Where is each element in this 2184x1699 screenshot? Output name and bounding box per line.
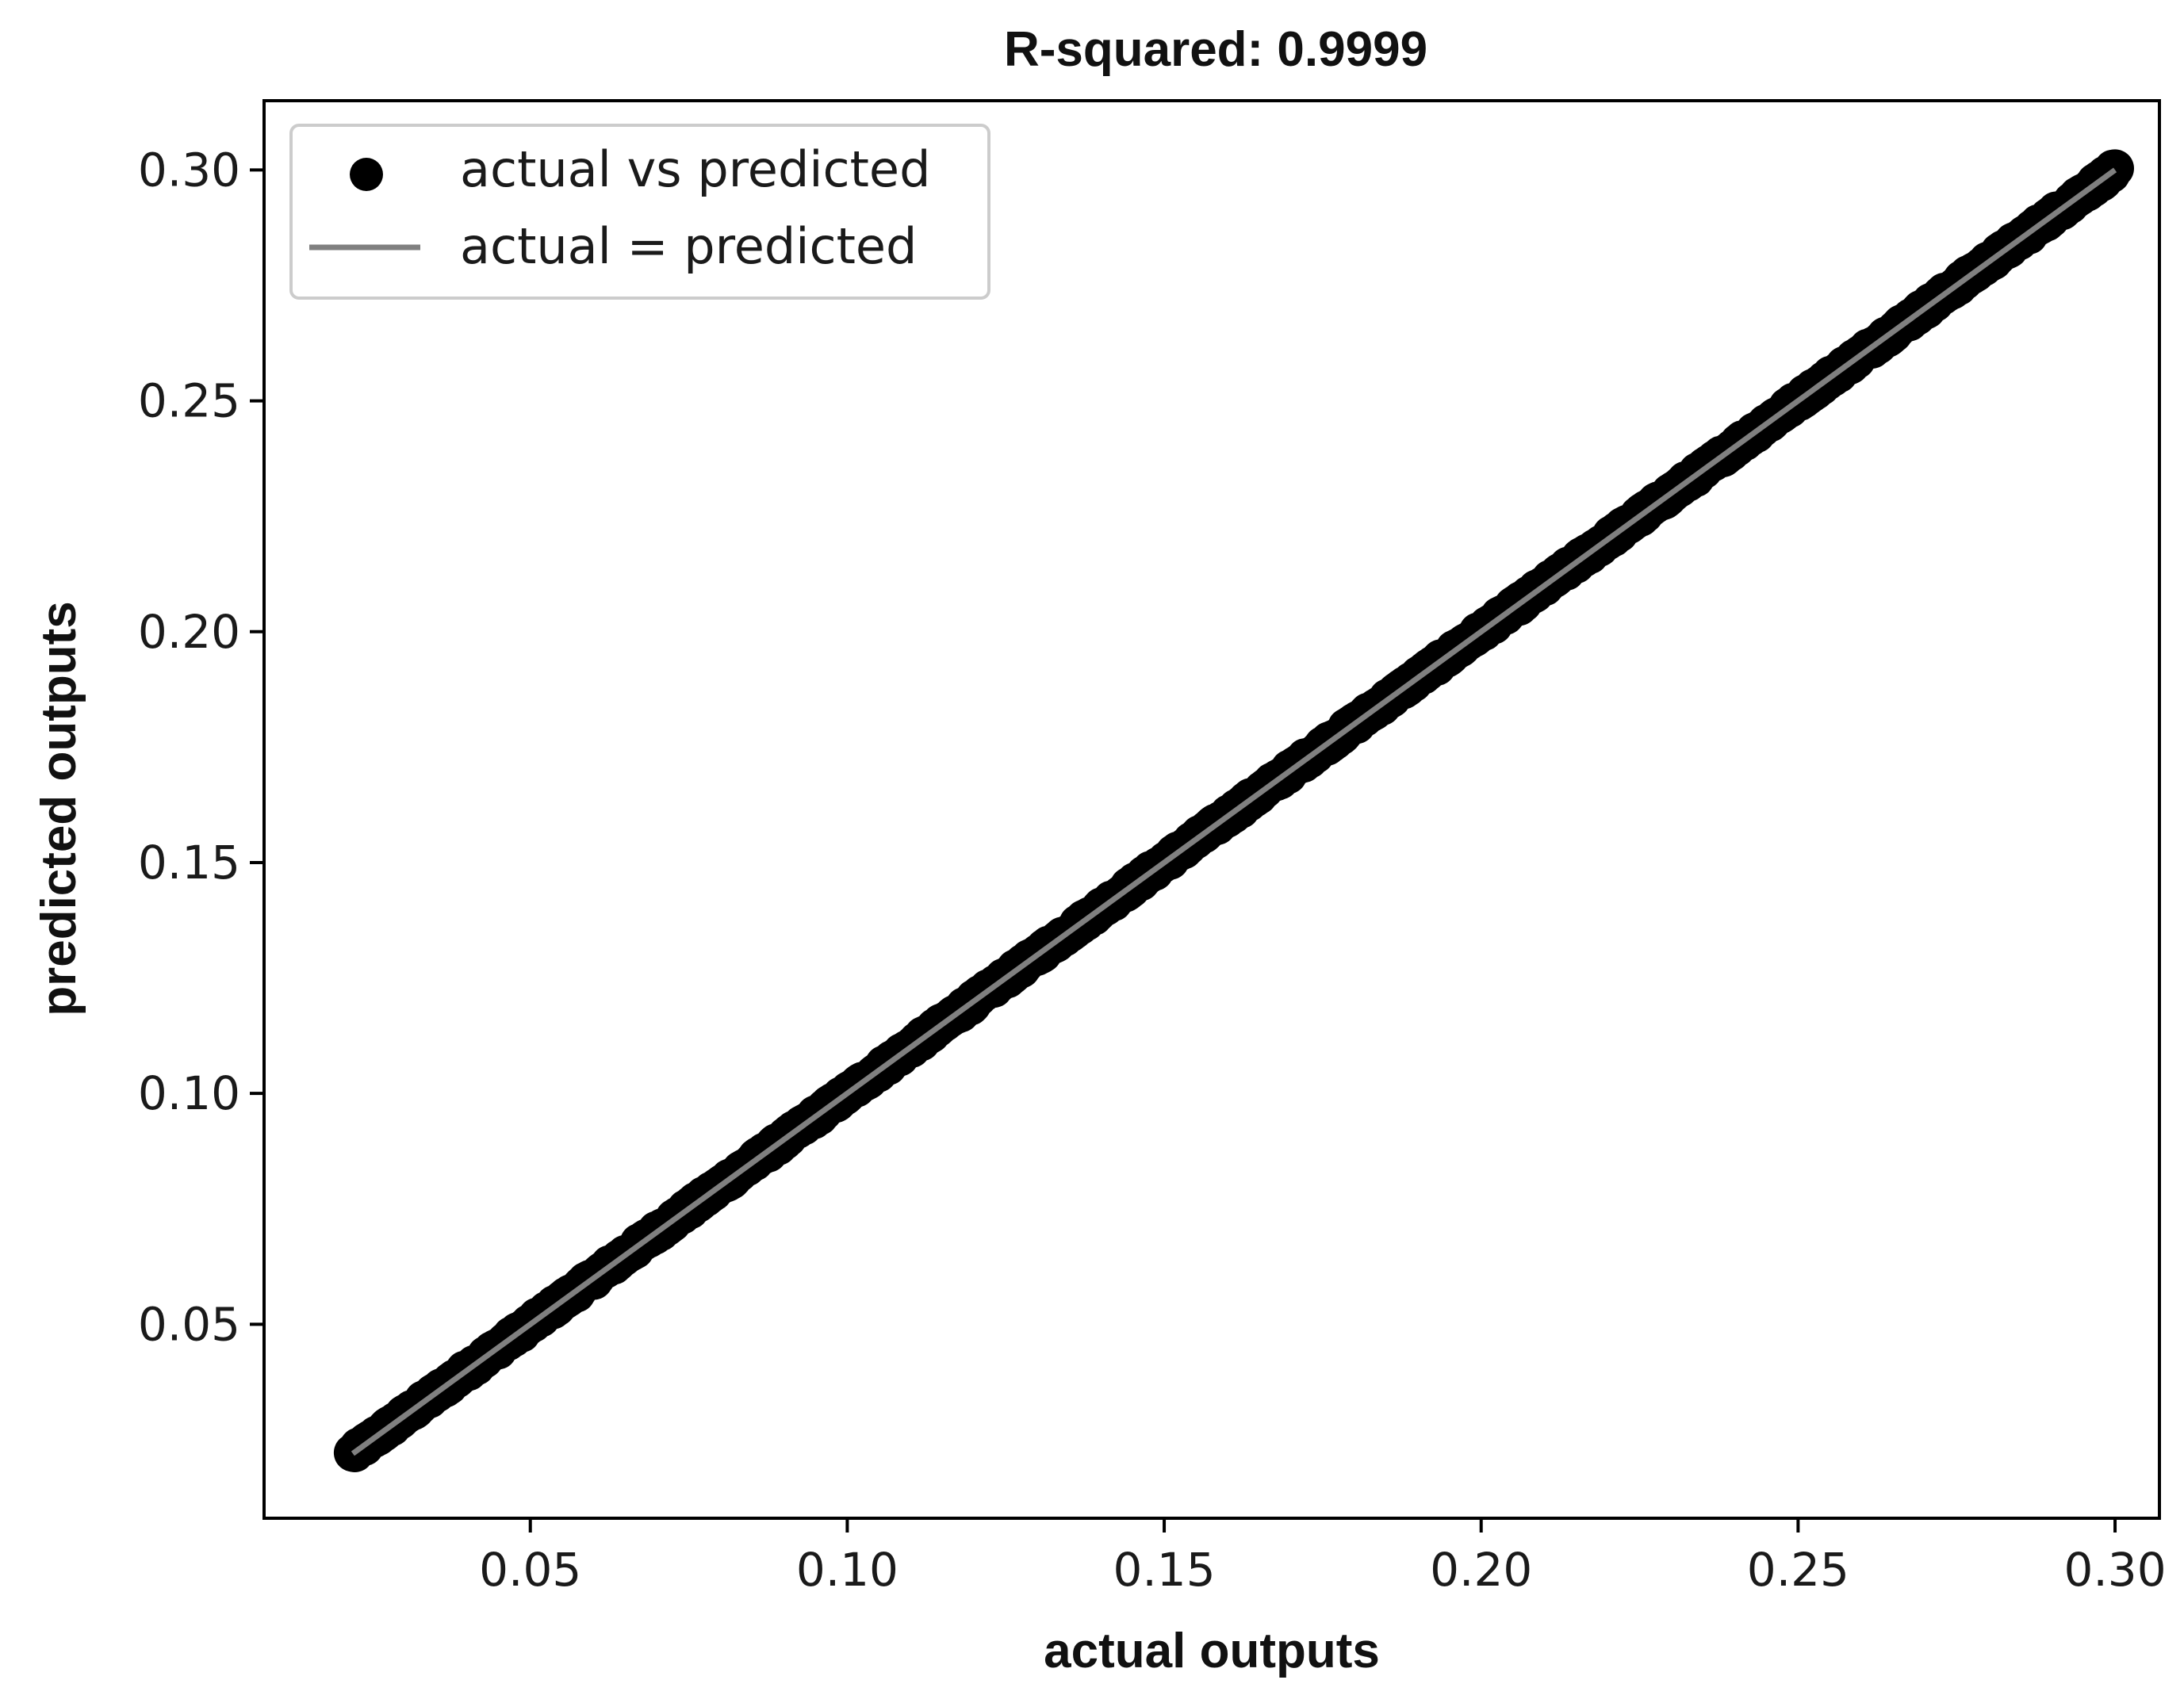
y-tick-label: 0.15 [138,836,240,890]
x-tick-label: 0.10 [796,1543,899,1597]
y-axis: 0.05 0.10 0.15 0.20 0.25 0.30 [138,143,264,1351]
y-tick-label: 0.30 [138,143,240,197]
x-axis-label: actual outputs [1044,1624,1380,1678]
x-tick-label: 0.25 [1747,1543,1849,1597]
x-axis: 0.05 0.10 0.15 0.20 0.25 0.30 [479,1518,2167,1597]
legend: actual vs predicted actual = predicted [289,124,990,300]
y-tick-label: 0.25 [138,374,240,428]
chart-title: R-squared: 0.9999 [1004,22,1427,77]
y-tick-label: 0.20 [138,605,240,659]
legend-marker-scatter [350,158,383,191]
y-tick-label: 0.10 [138,1066,240,1120]
legend-label-line: actual = predicted [460,217,917,275]
x-tick-label: 0.20 [1430,1543,1532,1597]
y-tick-label: 0.05 [138,1297,240,1351]
x-tick-label: 0.05 [479,1543,581,1597]
reference-line [351,167,2117,1456]
legend-box [289,124,990,300]
legend-label-scatter: actual vs predicted [460,140,930,198]
x-tick-label: 0.15 [1113,1543,1215,1597]
x-tick-label: 0.30 [2063,1543,2166,1597]
y-axis-label: predicted outputs [32,601,86,1016]
reference-line-series [351,167,2117,1456]
